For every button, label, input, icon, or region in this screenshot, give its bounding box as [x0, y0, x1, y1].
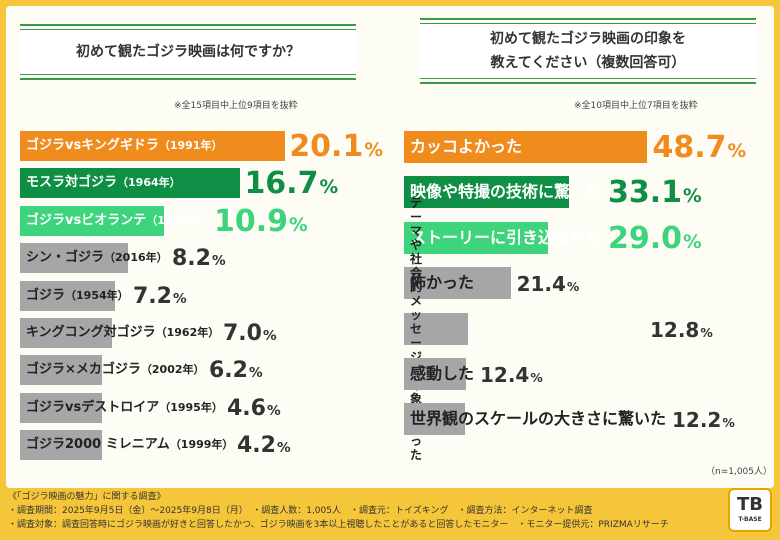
right-bar — [404, 221, 549, 254]
right-bar-label: テーマや社会的メッセージが印象的だった — [410, 196, 422, 462]
left-bar — [20, 355, 102, 386]
right-chart-note: ※全10項目中上位7項目を抜粋 — [574, 101, 698, 111]
right-bar — [404, 131, 647, 163]
left-bar-value: 8.2% — [172, 246, 226, 272]
left-bar-year: （1999年） — [169, 438, 234, 452]
right-bar-label: 感動した — [410, 364, 475, 383]
left-bar-value: 10.9% — [214, 203, 308, 239]
left-bar-label: キングコング対ゴジラ（1962年） — [26, 318, 219, 348]
left-bar-year: （1991年） — [158, 139, 223, 152]
right-bar-label: 映像や特撮の技術に驚いた — [410, 182, 603, 202]
chart-panel — [6, 6, 774, 488]
left-bar — [20, 318, 113, 348]
left-bar-year: （1964年） — [117, 176, 181, 190]
left-bar — [20, 205, 164, 236]
left-bar — [20, 131, 286, 161]
left-bar-label: ゴジラvsデストロイア（1995年） — [26, 393, 223, 423]
left-bar-year: （1989年） — [146, 213, 210, 227]
left-bar-year: （1995年） — [159, 400, 223, 414]
left-bar — [20, 280, 116, 311]
right-bar-value: 21.4% — [516, 272, 580, 297]
right-bar-value: 33.1% — [608, 175, 702, 211]
left-bar-value: 20.1% — [289, 129, 383, 164]
right-bar-value: 12.8% — [650, 317, 713, 342]
footer-survey-title: 《「ゴジラ映画の魅力」に関する調査》 — [8, 492, 166, 502]
left-bar-label: ゴジラ×メカゴジラ（2002年） — [26, 355, 205, 385]
right-bar-value: 48.7% — [652, 130, 747, 165]
left-bar-value: 16.7% — [244, 166, 339, 202]
left-bar-label: モスラ対ゴジラ（1964年） — [26, 168, 181, 198]
left-bar-label: ゴジラvsビオランテ（1989年） — [26, 206, 210, 236]
left-bar-name: モスラ対ゴジラ — [26, 175, 118, 191]
left-bar-label: ゴジラvsキングギドラ（1991年） — [26, 131, 222, 161]
left-bar-name: ゴジラvsキングギドラ — [26, 138, 159, 153]
left-bar — [20, 430, 102, 461]
footer-survey-info: ・調査期間：2025年9月5日（金）〜2025年9月8日（月） ・調査人数：1,… — [8, 506, 593, 516]
left-bar — [20, 168, 241, 199]
logo-mark: TB — [737, 494, 763, 515]
right-bar-value: 12.2% — [672, 408, 735, 433]
left-bar-year: （2016年） — [104, 251, 168, 265]
left-bar-year: （1962年） — [155, 326, 220, 339]
right-chart-title: 初めて観たゴジラ映画の印象を 教えてください（複数回答可） — [420, 18, 756, 84]
left-bar-name: ゴジラ — [26, 287, 66, 303]
right-bar-value: 29.0% — [608, 220, 702, 256]
left-bar-name: ゴジラvsビオランテ — [26, 212, 147, 228]
right-bar-label-line: テーマや社会的メッセージが — [410, 195, 423, 378]
left-bar-name: ゴジラ×メカゴジラ — [26, 362, 141, 378]
left-chart-note: ※全15項目中上位9項目を抜粋 — [174, 101, 298, 111]
sample-size-label: （n=1,005人） — [706, 467, 773, 477]
right-bar-value: 12.4% — [480, 363, 543, 387]
left-bar-value: 6.2% — [209, 358, 263, 384]
left-bar-value: 7.0% — [223, 321, 277, 346]
left-bar — [20, 392, 102, 423]
right-bar-label: 世界観のスケールの大きさに驚いた — [410, 409, 667, 429]
left-bar-value: 4.2% — [237, 433, 291, 459]
left-bar-label: シン・ゴジラ（2016年） — [26, 243, 168, 273]
left-bar-year: （2002年） — [140, 363, 205, 377]
left-bar-name: キングコング対ゴジラ — [26, 325, 156, 340]
right-bar-label: 怖かった — [410, 273, 475, 293]
right-bar — [404, 267, 511, 300]
tbase-logo: TB T-BASE — [728, 488, 772, 532]
footer-survey-target: ・調査対象：調査回答時にゴジラ映画が好きと回答したかつ、ゴジラ映画を3本以上視聴… — [8, 520, 669, 530]
left-chart-title: 初めて観たゴジラ映画は何ですか？ — [20, 24, 356, 80]
right-bar — [404, 403, 465, 436]
right-bar — [404, 358, 466, 390]
left-bar-name: ゴジラvsデストロイア — [26, 399, 160, 415]
left-bar-year: （1954年） — [65, 288, 129, 302]
left-bar-value: 4.6% — [227, 395, 281, 421]
right-bar — [404, 312, 468, 345]
left-bar-label: ゴジラ2000 ミレニアム（1999年） — [26, 430, 233, 460]
logo-text: T-BASE — [738, 516, 762, 523]
right-bar-label: カッコよかった — [410, 137, 523, 156]
left-bar-label: ゴジラ（1954年） — [26, 281, 129, 311]
left-bar-name: シン・ゴジラ — [26, 250, 105, 266]
left-bar-name: ゴジラ2000 ミレニアム — [26, 437, 170, 453]
left-bar-value: 7.2% — [133, 283, 187, 309]
left-bar — [20, 243, 129, 274]
right-bar-label: ストーリーに引き込まれた — [410, 227, 603, 247]
right-bar — [404, 176, 569, 209]
